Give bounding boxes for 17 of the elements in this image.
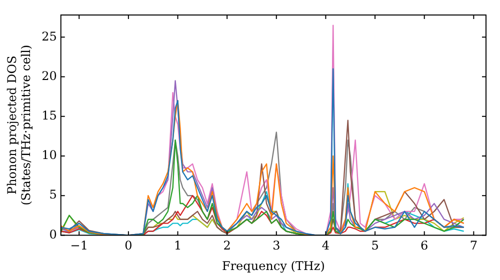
- y-tick-label: 20: [42, 68, 57, 83]
- x-tick-label: 1: [174, 238, 182, 253]
- x-tick-label: 2: [223, 238, 231, 253]
- y-tick-label: 25: [42, 29, 57, 44]
- x-tick-label: 7: [470, 238, 478, 253]
- x-tick-label: 5: [371, 238, 379, 253]
- y-tick-label: 0: [49, 227, 57, 242]
- y-tick-label: 5: [49, 188, 57, 202]
- y-tick-label: 10: [42, 148, 57, 162]
- x-tick-label: −1: [70, 238, 88, 253]
- x-tick-label: 4: [322, 238, 330, 253]
- x-tick-label: 3: [272, 238, 280, 253]
- y-axis-title: Phonon projected DOS (States/THz·primitive cell): [5, 44, 33, 206]
- x-axis-title: Frequency (THz): [222, 258, 325, 273]
- y-tick-label: 15: [42, 108, 57, 123]
- x-tick-label: 0: [124, 238, 132, 253]
- x-tick-label: 6: [420, 238, 428, 253]
